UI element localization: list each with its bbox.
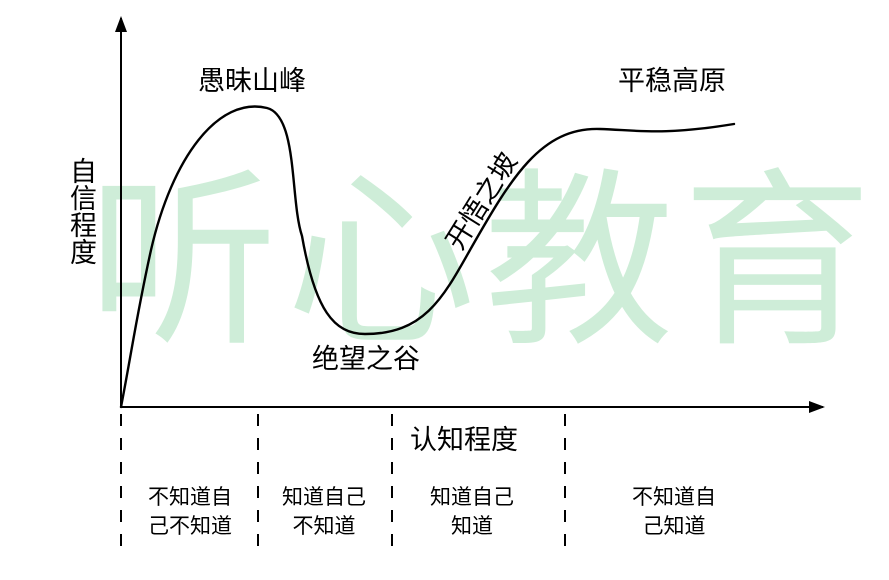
y-axis-label: 自信程度	[65, 157, 96, 265]
segment-label-3: 知道自己知道	[430, 485, 514, 538]
segment-label-2: 知道自己不知道	[282, 485, 366, 538]
segment-label-1: 不知道自己不知道	[148, 485, 232, 538]
valley-label: 绝望之谷	[312, 344, 420, 375]
watermark-text: 听心教育	[88, 152, 881, 373]
peak-label: 愚昧山峰	[198, 66, 306, 97]
confidence-curve	[119, 105, 736, 409]
plateau-label: 平稳高原	[618, 66, 726, 97]
x-axis-label: 认知程度	[410, 425, 518, 456]
segment-label-4: 不知道自己知道	[632, 485, 716, 538]
